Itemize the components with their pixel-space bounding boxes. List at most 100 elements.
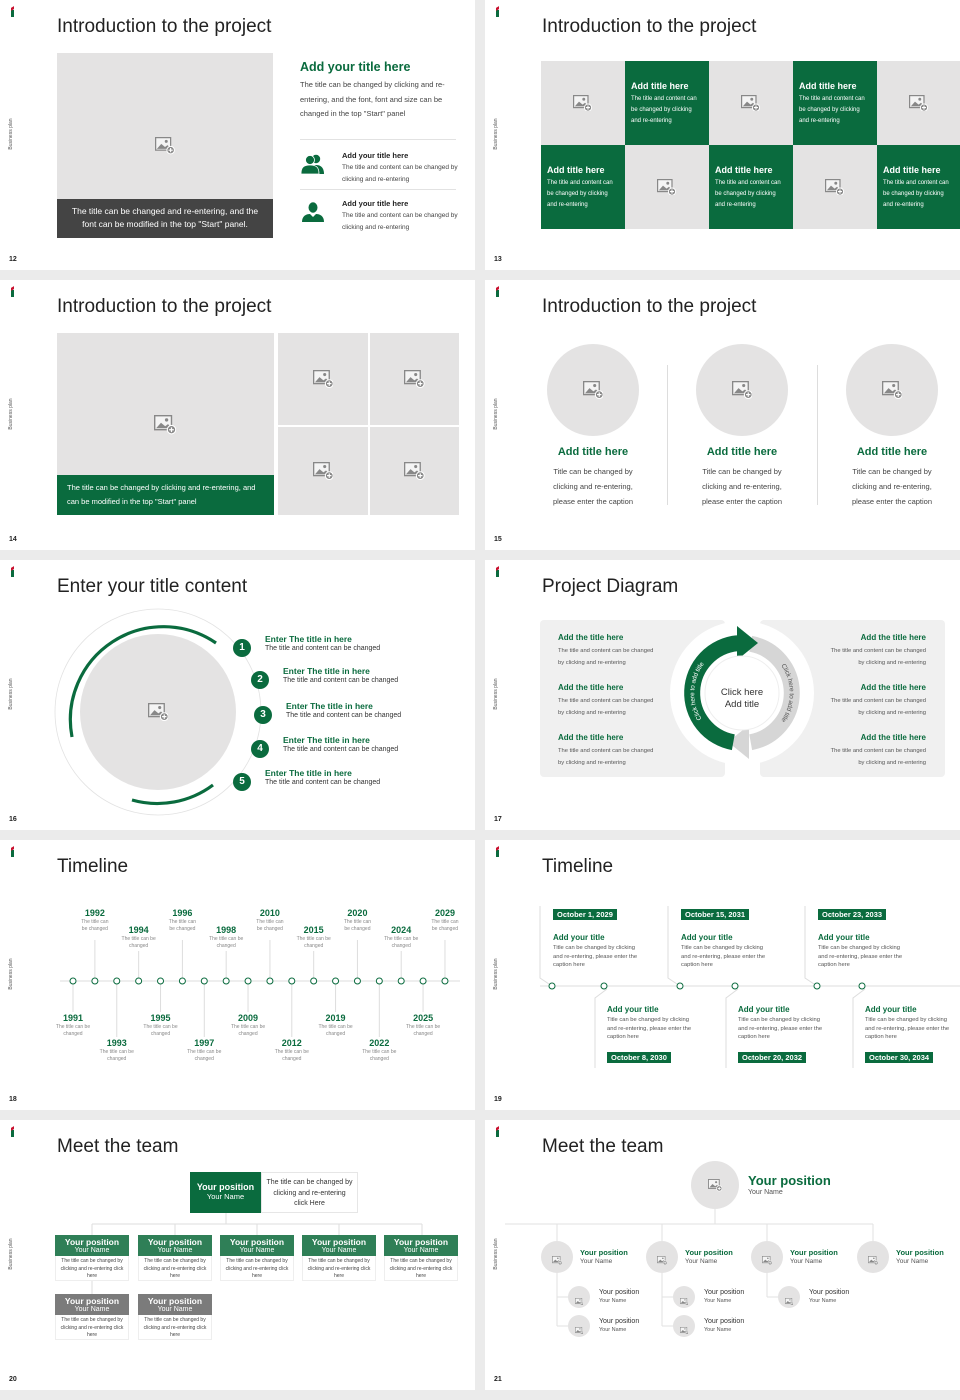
image-placeholder-icon[interactable]: [573, 94, 593, 112]
timeline-dot[interactable]: [135, 977, 143, 985]
slide-12[interactable]: Business plan 12 Introduction to the proje…: [0, 0, 475, 270]
page-number: 20: [9, 1376, 17, 1383]
avatar-placeholder[interactable]: [673, 1315, 695, 1337]
timeline-dot[interactable]: [548, 982, 556, 990]
image-placeholder-icon[interactable]: [741, 94, 761, 112]
timeline-dot[interactable]: [244, 977, 252, 985]
image-placeholder-icon[interactable]: [155, 137, 175, 155]
connector-line: [539, 906, 550, 985]
image-placeholder-icon[interactable]: [312, 461, 334, 480]
timeline-dot[interactable]: [266, 977, 274, 985]
member-card-header[interactable]: Your position Your Name: [384, 1235, 458, 1256]
timeline-dot[interactable]: [310, 977, 318, 985]
text-tile[interactable]: Add title here The title and content can …: [877, 145, 960, 229]
connector-line: [667, 906, 678, 985]
slide-17[interactable]: Business plan 17 Project Diagram Click her…: [485, 560, 960, 830]
text-tile[interactable]: Add title here The title and content can …: [793, 61, 877, 145]
image-placeholder-icon[interactable]: [404, 461, 425, 480]
slide-14[interactable]: Business plan 14 Introduction to the proje…: [0, 280, 475, 550]
member-card-header[interactable]: Your position Your Name: [138, 1294, 212, 1315]
slide-18[interactable]: Business plan 18 Timeline 1991 The title can…: [0, 840, 475, 1110]
image-placeholder-icon[interactable]: [404, 369, 425, 388]
image-placeholder-icon[interactable]: [731, 380, 753, 399]
timeline-dot[interactable]: [397, 977, 405, 985]
date-badge: October 30, 2034: [865, 1052, 934, 1063]
member-card-header[interactable]: Your position Your Name: [302, 1235, 376, 1256]
event-text: Title can be changed by clicking and re-…: [607, 1017, 692, 1041]
sub-member-position: Your position: [809, 1289, 850, 1296]
gray-cycle-arrow[interactable]: [748, 635, 800, 751]
image-placeholder-icon[interactable]: [657, 178, 677, 196]
timeline-dot[interactable]: [353, 977, 361, 985]
lead-card-header[interactable]: Your position Your Name: [190, 1172, 261, 1213]
image-placeholder-icon[interactable]: [679, 1293, 689, 1307]
center-circle[interactable]: [704, 655, 780, 731]
timeline-dot[interactable]: [332, 977, 340, 985]
image-placeholder-icon[interactable]: [551, 1252, 563, 1266]
image-placeholder-icon[interactable]: [909, 94, 929, 112]
avatar-placeholder[interactable]: [778, 1286, 800, 1308]
image-placeholder-icon[interactable]: [574, 1293, 584, 1307]
image-placeholder-icon[interactable]: [761, 1252, 773, 1266]
image-placeholder-icon[interactable]: [574, 1322, 584, 1336]
avatar-placeholder[interactable]: [673, 1286, 695, 1308]
member-card-text: The title can be changed by clicking and…: [302, 1256, 376, 1281]
image-placeholder-icon[interactable]: [881, 380, 903, 399]
image-caption: The title can be changed and re-entering…: [57, 199, 273, 238]
slide-20[interactable]: Business plan 20 Meet the team Your positio…: [0, 1120, 475, 1390]
page-number: 12: [9, 256, 17, 263]
event-text: The title can be changed: [256, 919, 284, 932]
timeline-dot[interactable]: [91, 977, 99, 985]
timeline-dot[interactable]: [178, 977, 186, 985]
avatar-placeholder[interactable]: [568, 1286, 590, 1308]
timeline-graphics: [0, 840, 475, 1110]
timeline-dot[interactable]: [600, 982, 608, 990]
text-tile[interactable]: Add title here The title and content can …: [625, 61, 709, 145]
image-placeholder-icon[interactable]: [582, 380, 604, 399]
timeline-dot[interactable]: [731, 982, 739, 990]
slide-19[interactable]: Business plan 19 Timeline October 1, 2029 Ad…: [485, 840, 960, 1110]
image-placeholder-icon[interactable]: [147, 702, 169, 721]
text-tile[interactable]: Add title here The title and content can …: [541, 145, 625, 229]
avatar-placeholder[interactable]: [568, 1315, 590, 1337]
step-text: The title and content can be changed: [286, 712, 402, 719]
image-placeholder-icon[interactable]: [312, 369, 334, 388]
timeline-dot[interactable]: [676, 982, 684, 990]
divider: [667, 365, 668, 505]
timeline-dot[interactable]: [288, 977, 296, 985]
event-year: 2024: [391, 925, 412, 935]
member-card-header[interactable]: Your position Your Name: [138, 1235, 212, 1256]
member-card-header[interactable]: Your position Your Name: [55, 1294, 129, 1315]
side-label: Business plan: [493, 118, 499, 150]
timeline-dot[interactable]: [113, 977, 121, 985]
image-placeholder-icon[interactable]: [825, 178, 845, 196]
event-title: Add your title: [607, 1005, 659, 1014]
text-tile[interactable]: Add title here The title and content can …: [709, 145, 793, 229]
image-placeholder-icon[interactable]: [679, 1322, 689, 1336]
page-number: 15: [494, 536, 502, 543]
slide-21[interactable]: Business plan 21 Meet the team Your positio…: [485, 1120, 960, 1390]
green-cycle-arrow[interactable]: [684, 635, 739, 751]
timeline-dot[interactable]: [157, 977, 165, 985]
right-item-title: Add the title here: [860, 633, 926, 642]
timeline-dot[interactable]: [858, 982, 866, 990]
slide-16[interactable]: Business plan 16 Enter your title content 1…: [0, 560, 475, 830]
image-placeholder-icon[interactable]: [784, 1293, 794, 1307]
image-placeholder-icon[interactable]: [707, 1179, 723, 1192]
member-card-header[interactable]: Your position Your Name: [220, 1235, 294, 1256]
timeline-dot[interactable]: [69, 977, 77, 985]
timeline-dot[interactable]: [419, 977, 427, 985]
image-placeholder-icon[interactable]: [656, 1252, 668, 1266]
member-position: Your position: [64, 1237, 120, 1247]
slide-15[interactable]: Business plan 15 Introduction to the proje…: [485, 280, 960, 550]
image-placeholder-icon[interactable]: [867, 1252, 879, 1266]
timeline-dot[interactable]: [200, 977, 208, 985]
image-placeholder-icon[interactable]: [153, 415, 177, 435]
timeline-dot[interactable]: [813, 982, 821, 990]
slide-13[interactable]: Business plan 13 Introduction to the proje…: [485, 0, 960, 270]
timeline-dot[interactable]: [375, 977, 383, 985]
event-year: 1996: [172, 908, 193, 918]
timeline-dot[interactable]: [222, 977, 230, 985]
member-card-header[interactable]: Your position Your Name: [55, 1235, 129, 1256]
timeline-dot[interactable]: [441, 977, 449, 985]
